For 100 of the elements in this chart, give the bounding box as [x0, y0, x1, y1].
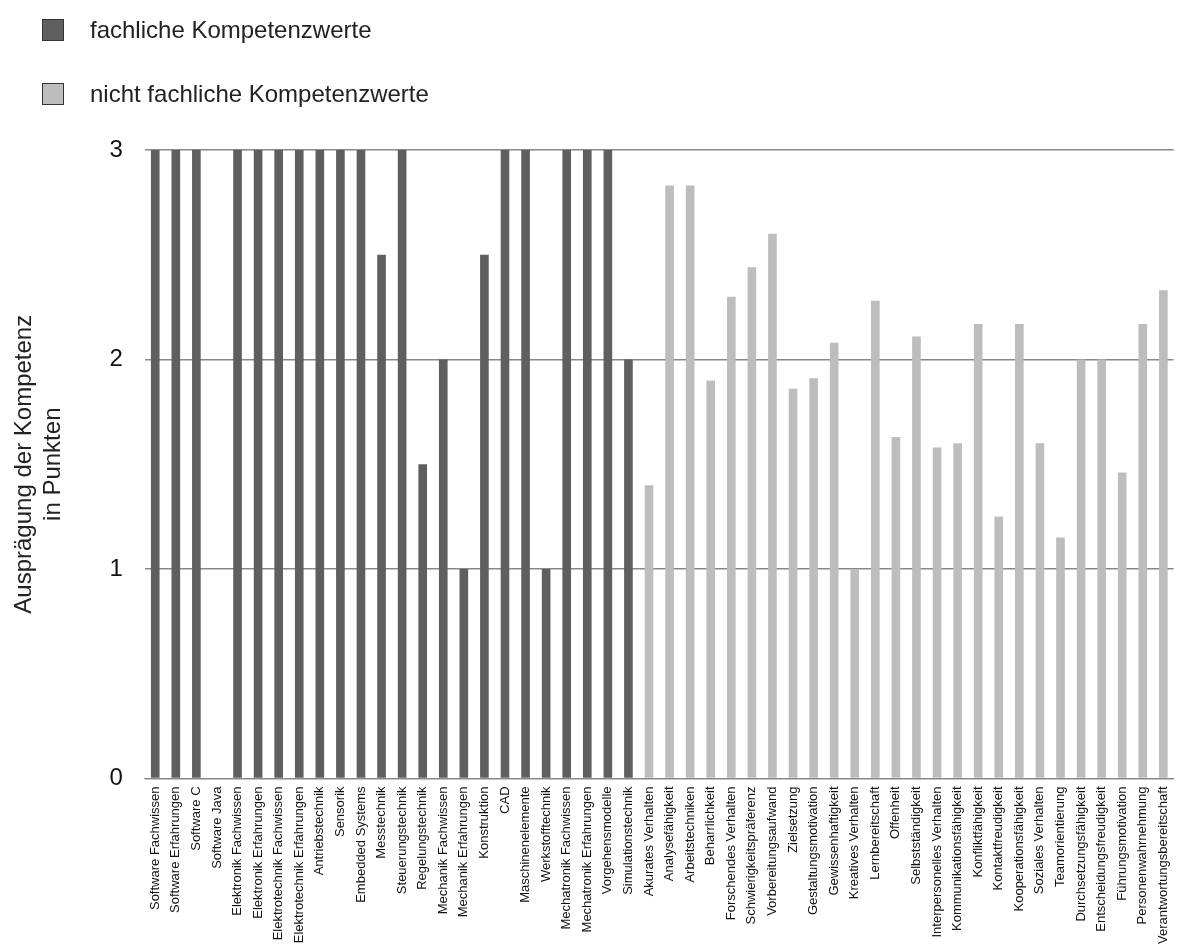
- bar: [438, 359, 448, 778]
- x-tick-label: Mechatronik Fachwissen: [558, 786, 574, 930]
- bar: [480, 254, 489, 778]
- x-tick-label: Kooperationsfähigkeit: [1010, 786, 1026, 912]
- bar: [912, 336, 921, 778]
- x-tick-label: Regelungstechnik: [414, 785, 430, 890]
- x-tick-label: Schwierigkeitspräferenz: [743, 786, 759, 925]
- bar: [521, 150, 530, 778]
- x-tick-label: Werkstofftechnik: [537, 785, 553, 883]
- y-tick-label: 0: [109, 763, 123, 791]
- x-tick-label: Software Fachwissen: [146, 786, 162, 911]
- x-tick-label: Gewissenhaftigkeit: [825, 786, 841, 896]
- x-tick-label: Mechanik Fachwissen: [434, 786, 450, 915]
- bar: [192, 150, 201, 778]
- x-tick-label: Elektrotechnik Erfahrungen: [290, 786, 306, 944]
- bar: [418, 464, 428, 778]
- bar: [809, 378, 818, 778]
- bar: [171, 150, 181, 778]
- bar: [665, 185, 674, 778]
- x-tick-label: Messtechnik: [373, 785, 389, 859]
- x-tick-label: Lernbereitschaft: [866, 786, 882, 880]
- bar: [1097, 359, 1106, 778]
- bar: [1056, 537, 1065, 778]
- bar: [747, 267, 757, 778]
- x-tick-label: Soziales Verhalten: [1031, 786, 1047, 895]
- bar: [1138, 323, 1148, 778]
- bar: [603, 150, 613, 778]
- x-tick-label: Konstruktion: [476, 786, 491, 859]
- x-tick-label: Kontaktfreudigkeit: [990, 786, 1006, 891]
- x-tick-label: Sensorik: [331, 785, 347, 838]
- x-tick-label: Beharrlichkeit: [702, 786, 718, 866]
- bar: [274, 150, 283, 778]
- bar: [829, 342, 839, 778]
- bar: [253, 150, 263, 778]
- x-tick-label: Elektronik Erfahrungen: [249, 786, 265, 919]
- bar: [973, 323, 983, 778]
- bar: [562, 150, 572, 778]
- bar: [315, 150, 325, 778]
- bar: [377, 254, 386, 778]
- x-tick-label: Mechanik Erfahrungen: [455, 786, 471, 918]
- bar: [582, 150, 592, 778]
- x-tick-label: Offenheit: [887, 786, 903, 839]
- bar: [500, 150, 510, 778]
- x-tick-label: Software Java: [208, 785, 224, 869]
- x-tick-label: Gestaltungsmotivation: [805, 786, 821, 916]
- x-tick-label: Durchsetzungsfähigkeit: [1072, 786, 1088, 922]
- bar: [1159, 290, 1168, 778]
- x-tick-label: Maschinenelemente: [517, 786, 533, 903]
- bar: [871, 300, 880, 778]
- x-tick-label: Personenwahrnehmung: [1134, 786, 1150, 925]
- x-tick-label: Arbeitstechniken: [681, 786, 697, 883]
- x-tick-label: CAD: [496, 786, 512, 814]
- x-tick-label: Software C: [187, 786, 203, 851]
- bar: [397, 150, 407, 778]
- x-tick-label: Vorgehensmodelle: [599, 786, 615, 895]
- bar: [788, 388, 798, 778]
- x-tick-label: Elektrotechnik Fachwissen: [270, 786, 286, 941]
- legend-label: fachliche Kompetenzwerte: [90, 16, 372, 44]
- x-tick-label: Führungsmotivation: [1113, 786, 1129, 901]
- x-tick-label: Software Erfahrungen: [167, 786, 183, 913]
- x-tick-label: Simulationstechnik: [620, 785, 636, 895]
- y-tick-label: 3: [109, 134, 123, 162]
- bar: [294, 150, 304, 778]
- bar: [706, 380, 716, 778]
- bar: [685, 185, 695, 778]
- x-tick-label: Konfliktfähigkeit: [969, 786, 985, 878]
- bar: [1076, 359, 1086, 778]
- x-tick-label: Interpersonelles Verhalten: [928, 786, 944, 938]
- bar: [726, 296, 736, 778]
- x-tick-label: Forschendes Verhalten: [722, 786, 738, 921]
- x-tick-label: Kommunikationsfähigkeit: [949, 786, 965, 931]
- x-tick-label: Elektronik Fachwissen: [229, 786, 245, 916]
- bar: [541, 568, 551, 778]
- bar: [932, 447, 942, 778]
- x-tick-label: Vorbereitungsaufwand: [764, 786, 780, 916]
- y-axis-title: Ausprägung der Kompetenz in Punkten: [9, 314, 65, 614]
- x-tick-label: Zielsetzung: [784, 786, 800, 853]
- bar: [336, 150, 345, 778]
- bar: [953, 443, 962, 778]
- bar: [994, 516, 1004, 778]
- x-tick-label: Entscheidungsfreudigkeit: [1093, 786, 1109, 932]
- x-tick-label: Embedded Systems: [352, 785, 368, 903]
- x-tick-label: Akurates Verhalten: [640, 786, 656, 897]
- x-tick-label: Steuerungstechnik: [393, 785, 409, 895]
- x-tick-label: Verantwortungsbereitschaft: [1154, 786, 1170, 945]
- x-tick-label: Analysefähigkeit: [661, 786, 677, 882]
- bar: [459, 568, 469, 778]
- bar: [150, 150, 160, 778]
- bar: [1035, 443, 1045, 778]
- legend-label: nicht fachliche Kompetenzwerte: [90, 80, 429, 108]
- x-tick-label: Teamorientierung: [1052, 786, 1068, 887]
- x-tick-label: Selbstständigkeit: [908, 786, 924, 885]
- y-tick-label: 2: [109, 344, 123, 372]
- bar: [644, 485, 654, 778]
- bar: [891, 437, 901, 778]
- bar: [1117, 472, 1127, 778]
- x-tick-label: Mechatronik Erfahrungen: [578, 786, 594, 933]
- x-tick-label: Kreatives Verhalten: [846, 786, 862, 900]
- bar: [233, 150, 242, 778]
- bar: [768, 233, 777, 778]
